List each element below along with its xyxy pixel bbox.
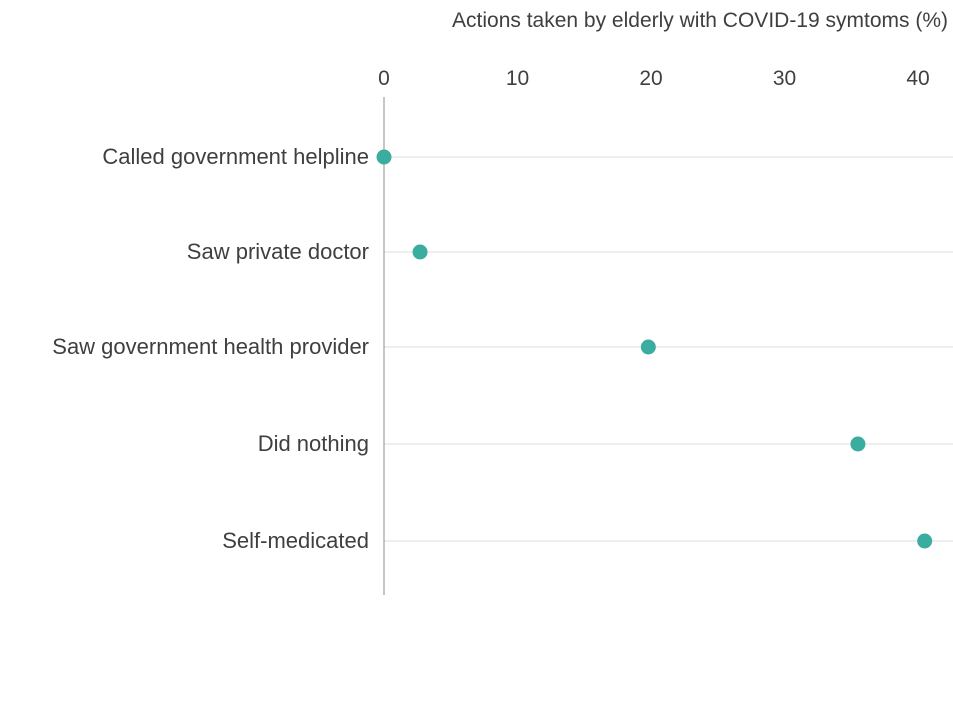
data-point	[640, 339, 656, 355]
data-point	[850, 436, 866, 452]
chart-title: Actions taken by elderly with COVID-19 s…	[452, 9, 948, 32]
category-label: Did nothing	[258, 431, 369, 456]
category-label: Saw government health provider	[52, 334, 369, 359]
category-label: Self-medicated	[222, 528, 369, 553]
data-point	[376, 149, 392, 165]
x-tick-label: 10	[506, 67, 529, 90]
gridlines-group	[384, 156, 953, 542]
category-label: Saw private doctor	[187, 239, 369, 264]
x-tick-label: 0	[378, 67, 390, 90]
category-label: Called government helpline	[102, 144, 369, 169]
x-tick-label: 40	[906, 67, 929, 90]
data-point	[917, 533, 933, 549]
x-tick-label: 30	[773, 67, 796, 90]
data-points-group	[376, 149, 933, 549]
category-labels-group: Called government helpline Saw private do…	[52, 144, 369, 553]
data-point	[412, 244, 428, 260]
x-tick-labels-group: 0 10 20 30 40	[378, 67, 930, 90]
x-tick-label: 20	[639, 67, 662, 90]
